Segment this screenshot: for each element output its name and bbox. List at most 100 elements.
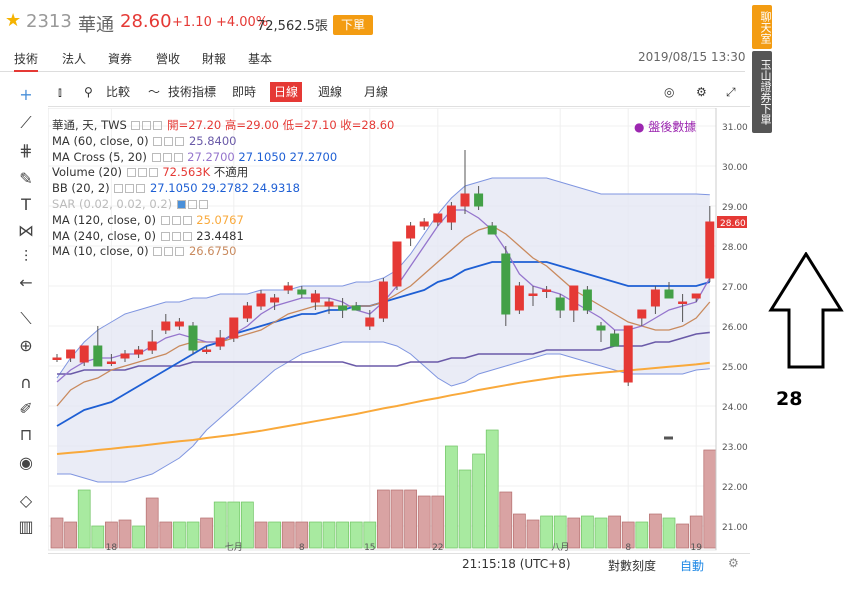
tab-technical[interactable]: 技術 bbox=[14, 50, 39, 72]
crosshair-icon[interactable]: + bbox=[19, 85, 33, 104]
candle-body bbox=[664, 289, 674, 299]
volume-bar bbox=[268, 521, 281, 549]
volume-bar bbox=[186, 521, 200, 549]
broker-order-button[interactable]: 玉山證券下單 bbox=[752, 51, 772, 133]
legend-main-label: 華通, 天, TWS bbox=[52, 118, 127, 132]
fib-icon[interactable]: ⋕ bbox=[19, 141, 33, 160]
legend-ma240-label: MA (240, close, 0) bbox=[52, 228, 156, 243]
y-tick-label: 23.00 bbox=[722, 443, 748, 453]
text-icon[interactable]: T bbox=[21, 195, 31, 214]
brush-icon[interactable]: ✎ bbox=[19, 169, 33, 188]
eye-icon[interactable]: ◉ bbox=[19, 453, 33, 472]
price-chart[interactable]: 21.00 22.00 23.00 24.00 25.00 26.00 27.00 28.00… bbox=[48, 108, 750, 552]
legend-macross-v3: 27.2700 bbox=[289, 149, 338, 164]
candle-body bbox=[52, 357, 62, 360]
x-tick-label: 15 bbox=[364, 543, 375, 552]
ruler-icon[interactable]: ⟍ bbox=[20, 309, 32, 328]
magnet-icon[interactable]: ∩ bbox=[20, 373, 32, 392]
order-button[interactable]: 下單 bbox=[333, 15, 373, 35]
candle-body bbox=[120, 353, 130, 359]
volume-bar bbox=[404, 489, 417, 549]
legend-bb-label: BB (20, 2) bbox=[52, 181, 110, 196]
chat-room-button[interactable]: 聊天室 bbox=[752, 5, 772, 49]
legend-volume-v1: 72.563K bbox=[162, 165, 211, 180]
gear-icon[interactable]: ⚙ bbox=[696, 85, 707, 99]
pattern-icon[interactable]: ⋈ bbox=[18, 221, 34, 240]
y-tick-label: 29.00 bbox=[722, 203, 748, 213]
legend-ma120-value: 25.0767 bbox=[196, 212, 244, 227]
candle-body bbox=[66, 349, 76, 359]
volume-bar bbox=[621, 521, 635, 549]
y-tick-label: 28.00 bbox=[722, 243, 748, 253]
price-tag-bg bbox=[717, 216, 747, 228]
candle-body bbox=[134, 349, 144, 355]
star-icon[interactable]: ★ bbox=[5, 10, 22, 31]
intraday-button[interactable]: 即時 bbox=[232, 85, 257, 99]
auto-scale-toggle[interactable]: 自動 bbox=[680, 559, 705, 573]
candle-body bbox=[106, 361, 116, 364]
candle-body bbox=[79, 345, 89, 363]
tab-financials[interactable]: 財報 bbox=[202, 52, 227, 66]
tab-revenue[interactable]: 營收 bbox=[156, 52, 181, 66]
layers-icon[interactable]: ◇ bbox=[19, 491, 33, 510]
y-tick-label: 24.00 bbox=[722, 403, 748, 413]
stock-code: 2313 bbox=[26, 11, 72, 32]
camera-icon[interactable]: ◎ bbox=[664, 85, 675, 99]
y-tick-label: 21.00 bbox=[722, 523, 748, 533]
candle-body bbox=[433, 213, 443, 223]
compare-icon[interactable]: ⚲ bbox=[84, 85, 93, 99]
legend-bb-v2: 29.2782 bbox=[201, 181, 249, 196]
y-tick-label: 27.00 bbox=[722, 283, 748, 293]
forecast-icon[interactable]: ⫶ bbox=[23, 247, 28, 266]
volume-bar bbox=[377, 489, 390, 549]
stock-name: 華通 bbox=[78, 15, 114, 36]
legend-ma120-label: MA (120, close, 0) bbox=[52, 212, 156, 227]
candle-body bbox=[147, 341, 157, 351]
legend-bb-v3: 24.9318 bbox=[252, 181, 300, 196]
candle-body bbox=[378, 281, 388, 319]
y-tick-label: 26.00 bbox=[722, 323, 748, 333]
tab-basic[interactable]: 基本 bbox=[248, 52, 273, 66]
legend-bb-v1: 27.1050 bbox=[149, 181, 198, 196]
log-scale-toggle[interactable]: 對數刻度 bbox=[608, 559, 657, 573]
arrow-left-icon[interactable]: ← bbox=[19, 273, 33, 292]
trash-icon[interactable]: ▥ bbox=[18, 517, 34, 536]
legend-ma60-value: 25.8400 bbox=[188, 133, 237, 148]
candle-type-icon[interactable]: ⫾ bbox=[58, 85, 62, 99]
lock-icon[interactable]: ⊓ bbox=[19, 425, 33, 444]
monthly-button[interactable]: 月線 bbox=[364, 85, 389, 99]
volume-bar bbox=[540, 515, 553, 549]
compare-button[interactable]: 比較 bbox=[106, 85, 131, 99]
candle-body bbox=[392, 241, 402, 287]
legend-low: 低=27.10 bbox=[282, 118, 337, 132]
tab-margin[interactable]: 資券 bbox=[108, 52, 133, 66]
candle-body bbox=[542, 289, 552, 292]
daily-button[interactable]: 日線 bbox=[270, 82, 303, 102]
y-tick-label: 22.00 bbox=[722, 483, 748, 493]
legend-ma240-value: 23.4481 bbox=[196, 228, 244, 243]
trend-line-icon[interactable]: ⟋ bbox=[20, 113, 32, 132]
x-tick-label: 8 bbox=[299, 543, 305, 552]
volume-bar bbox=[567, 517, 581, 549]
volume-bar bbox=[322, 521, 336, 549]
candle-body bbox=[582, 289, 592, 311]
x-tick-label: 8 bbox=[625, 543, 631, 552]
settings-gear-icon[interactable]: ⚙ bbox=[728, 556, 739, 570]
candle-body bbox=[623, 325, 633, 383]
candle-body bbox=[596, 325, 606, 331]
lock-draw-icon[interactable]: ✐ bbox=[19, 399, 33, 418]
candle-body bbox=[229, 317, 239, 339]
stock-price: 28.60 bbox=[120, 11, 172, 32]
volume-bar bbox=[662, 517, 676, 549]
zoom-icon[interactable]: ⊕ bbox=[19, 336, 33, 355]
weekly-button[interactable]: 週線 bbox=[318, 85, 343, 99]
candle-body bbox=[446, 205, 456, 223]
volume-bar bbox=[485, 429, 499, 549]
candle-body bbox=[474, 193, 484, 207]
drawing-toolbar: + ⟋ ⋕ ✎ T ⋈ ⫶ ← ⟍ ⊕ ∩ ✐ ⊓ ◉ ◇ ▥ bbox=[8, 80, 44, 550]
tab-institutional[interactable]: 法人 bbox=[62, 52, 87, 66]
fullscreen-icon[interactable]: ⤢ bbox=[726, 85, 736, 99]
volume-bar bbox=[91, 525, 105, 549]
indicator-icon[interactable]: 〜 bbox=[148, 85, 161, 99]
indicators-button[interactable]: 技術指標 bbox=[168, 85, 217, 99]
